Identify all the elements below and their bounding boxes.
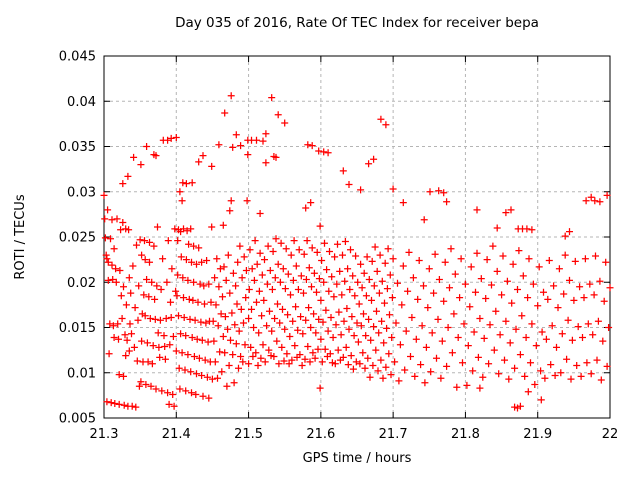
svg-text:0.035: 0.035 xyxy=(59,140,96,155)
svg-text:0.01: 0.01 xyxy=(67,366,96,381)
svg-text:0.04: 0.04 xyxy=(67,95,96,110)
svg-text:0.045: 0.045 xyxy=(59,50,96,65)
svg-text:21.9: 21.9 xyxy=(523,427,552,442)
x-axis-label: GPS time / hours xyxy=(303,451,412,466)
svg-text:21.6: 21.6 xyxy=(306,427,335,442)
data-points xyxy=(100,92,614,412)
chart-title: Day 035 of 2016, Rate Of TEC Index for r… xyxy=(175,15,539,31)
svg-text:22: 22 xyxy=(602,427,619,442)
svg-text:0.02: 0.02 xyxy=(67,276,96,291)
svg-text:0.005: 0.005 xyxy=(59,412,96,427)
svg-text:21.5: 21.5 xyxy=(234,427,263,442)
axis-ticks xyxy=(103,55,611,419)
x-tick-labels: 21.3 21.4 21.5 21.6 21.7 21.8 21.9 22 xyxy=(90,427,619,442)
svg-text:21.7: 21.7 xyxy=(379,427,408,442)
svg-text:0.015: 0.015 xyxy=(59,321,96,336)
y-tick-labels: 0.005 0.01 0.015 0.02 0.025 0.03 0.035 0.04 0.04… xyxy=(59,50,96,427)
y-axis-label: ROTI / TECUs xyxy=(13,194,28,279)
svg-text:0.03: 0.03 xyxy=(67,185,96,200)
svg-text:21.4: 21.4 xyxy=(162,427,191,442)
svg-text:21.8: 21.8 xyxy=(451,427,480,442)
svg-text:21.3: 21.3 xyxy=(90,427,119,442)
svg-text:0.025: 0.025 xyxy=(59,231,96,246)
